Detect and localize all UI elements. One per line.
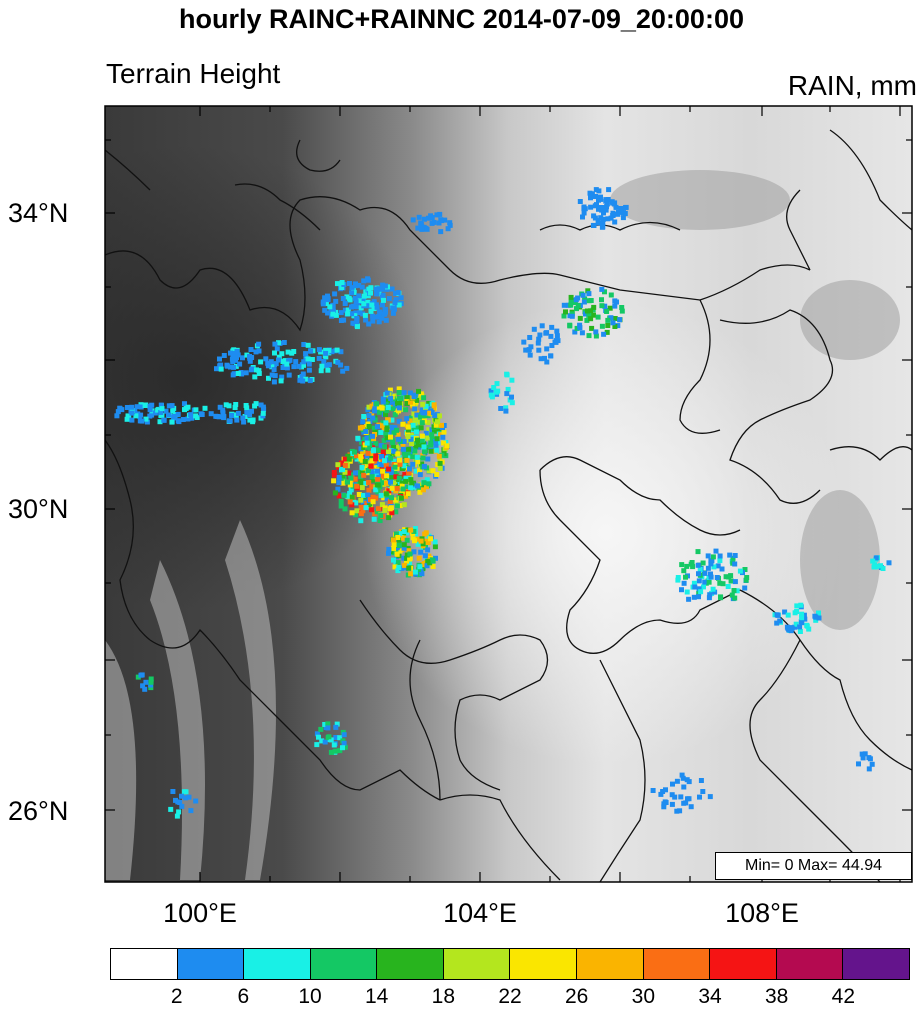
colorbar-swatch-2	[244, 949, 311, 979]
rain-field	[114, 187, 892, 819]
lat-label-26n: 26°N	[8, 796, 69, 826]
colorbar-swatch-7	[577, 949, 644, 979]
colorbar-tick-label: 30	[631, 985, 656, 1008]
lon-label-104e: 104°E	[443, 898, 517, 928]
minmax-box: Min= 0 Max= 44.94	[715, 852, 912, 880]
colorbar-tick-label: 38	[764, 985, 789, 1008]
colorbar-swatch-3	[310, 949, 378, 979]
colorbar	[110, 948, 910, 980]
colorbar-swatch-6	[510, 949, 578, 979]
colorbar-tick-label: 18	[431, 985, 456, 1008]
lat-label-34n: 34°N	[8, 198, 69, 228]
colorbar-swatch-11	[843, 949, 909, 979]
map-title: hourly RAINC+RAINNC 2014-07-09_20:00:00	[179, 4, 744, 34]
colorbar-swatch-1	[177, 949, 245, 979]
colorbar-swatch-4	[377, 949, 444, 979]
colorbar-tick-label: 26	[564, 985, 589, 1008]
colorbar-tick-label: 10	[298, 985, 322, 1008]
colorbar-swatch-0	[111, 949, 178, 979]
colorbar-swatch-5	[443, 949, 511, 979]
colorbar-tick-label: 42	[831, 985, 856, 1008]
colorbar-tick-label: 6	[237, 985, 250, 1008]
terrain-field	[105, 106, 912, 882]
lon-label-100e: 100°E	[163, 898, 237, 928]
lon-label-108e: 108°E	[725, 898, 799, 928]
colorbar-tick-label: 14	[364, 985, 389, 1008]
colorbar-swatch-9	[710, 949, 777, 979]
colorbar-swatch-8	[643, 949, 711, 979]
lat-label-30n: 30°N	[8, 494, 69, 524]
rain-units-label: RAIN, mm	[787, 70, 917, 101]
colorbar-swatch-10	[776, 949, 844, 979]
terrain-label: Terrain Height	[106, 58, 281, 89]
colorbar-tick-label: 34	[698, 985, 722, 1008]
colorbar-tick-label: 22	[498, 985, 522, 1008]
colorbar-tick-label: 2	[170, 985, 183, 1008]
